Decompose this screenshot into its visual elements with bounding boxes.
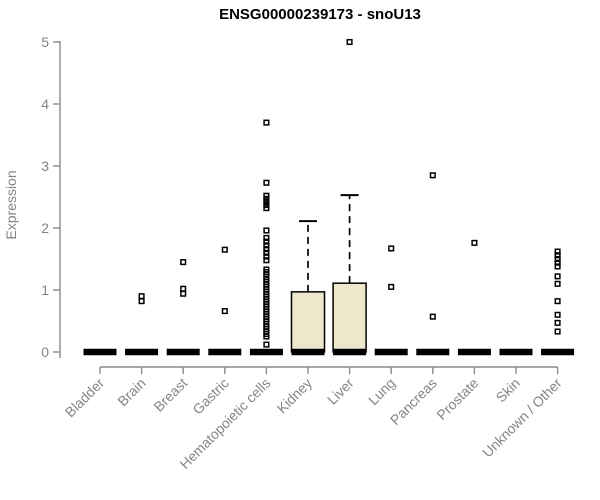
x-tick-label: Unknown / Other xyxy=(479,375,565,461)
outlier-point xyxy=(388,283,395,290)
x-tick-label: Liver xyxy=(324,375,357,408)
outlier-point xyxy=(554,311,561,318)
outlier-point xyxy=(346,38,353,46)
outlier-point xyxy=(429,172,436,179)
y-tick-label: 1 xyxy=(41,282,49,298)
y-tick-label: 5 xyxy=(41,34,49,50)
outlier-point xyxy=(263,119,270,126)
x-tick-label: Brain xyxy=(114,375,148,409)
outlier-point xyxy=(554,259,561,266)
outlier-point xyxy=(263,333,270,340)
outlier-point xyxy=(263,253,270,260)
outlier-point xyxy=(180,285,187,292)
median-bar xyxy=(333,348,367,356)
outlier-point xyxy=(221,246,228,253)
y-axis-label: Expression xyxy=(3,170,19,240)
y-tick-label: 4 xyxy=(41,96,49,112)
outlier-point xyxy=(180,290,187,297)
outlier-point xyxy=(263,192,270,199)
chart-title: ENSG00000239173 - snoU13 xyxy=(219,6,421,23)
outlier-point xyxy=(221,308,228,315)
median-bar xyxy=(541,348,575,356)
outlier-point xyxy=(263,246,270,253)
outlier-point xyxy=(554,319,561,326)
outlier-point xyxy=(263,195,270,202)
median-bar xyxy=(125,348,159,356)
x-tick-label: Skin xyxy=(493,375,524,406)
x-tick-label: Kidney xyxy=(274,375,316,417)
median-bar xyxy=(374,348,408,356)
outlier-point xyxy=(263,257,270,264)
outlier-point xyxy=(554,248,561,255)
median-bar xyxy=(249,348,283,356)
outlier-point xyxy=(180,259,187,266)
outlier-point xyxy=(263,234,270,241)
outlier-point xyxy=(263,198,270,206)
median-bar xyxy=(83,348,117,356)
outlier-point xyxy=(263,202,270,209)
outlier-point xyxy=(554,298,561,305)
outlier-point xyxy=(554,280,561,287)
median-bar xyxy=(499,348,533,356)
x-tick-label: Prostate xyxy=(433,375,481,423)
outlier-point xyxy=(263,238,270,245)
outlier-point xyxy=(138,293,145,300)
x-tick-label: Breast xyxy=(150,375,190,415)
outlier-point xyxy=(263,242,270,249)
outlier-point xyxy=(263,227,270,234)
outlier-point xyxy=(471,239,478,246)
outlier-point xyxy=(263,179,270,186)
median-bar xyxy=(416,348,450,356)
outlier-point xyxy=(263,341,270,348)
x-tick-label: Bladder xyxy=(62,375,108,421)
y-tick-label: 0 xyxy=(41,344,49,360)
outlier-point xyxy=(554,273,561,280)
box xyxy=(290,291,326,353)
median-bar xyxy=(291,348,325,356)
outlier-point xyxy=(388,245,395,252)
x-tick-label: Lung xyxy=(365,375,398,408)
outlier-point xyxy=(263,205,270,212)
box xyxy=(332,282,367,353)
outlier-point xyxy=(138,298,145,305)
median-bar xyxy=(208,348,242,356)
outlier-point xyxy=(263,249,270,256)
median-bar xyxy=(166,348,200,356)
outlier-point xyxy=(429,313,436,320)
outlier-point xyxy=(554,328,561,335)
y-tick-label: 3 xyxy=(41,158,49,174)
outlier-point xyxy=(554,252,561,259)
y-tick-label: 2 xyxy=(41,220,49,236)
median-bar xyxy=(457,348,491,356)
outlier-point xyxy=(554,263,561,270)
outlier-point xyxy=(554,255,561,263)
